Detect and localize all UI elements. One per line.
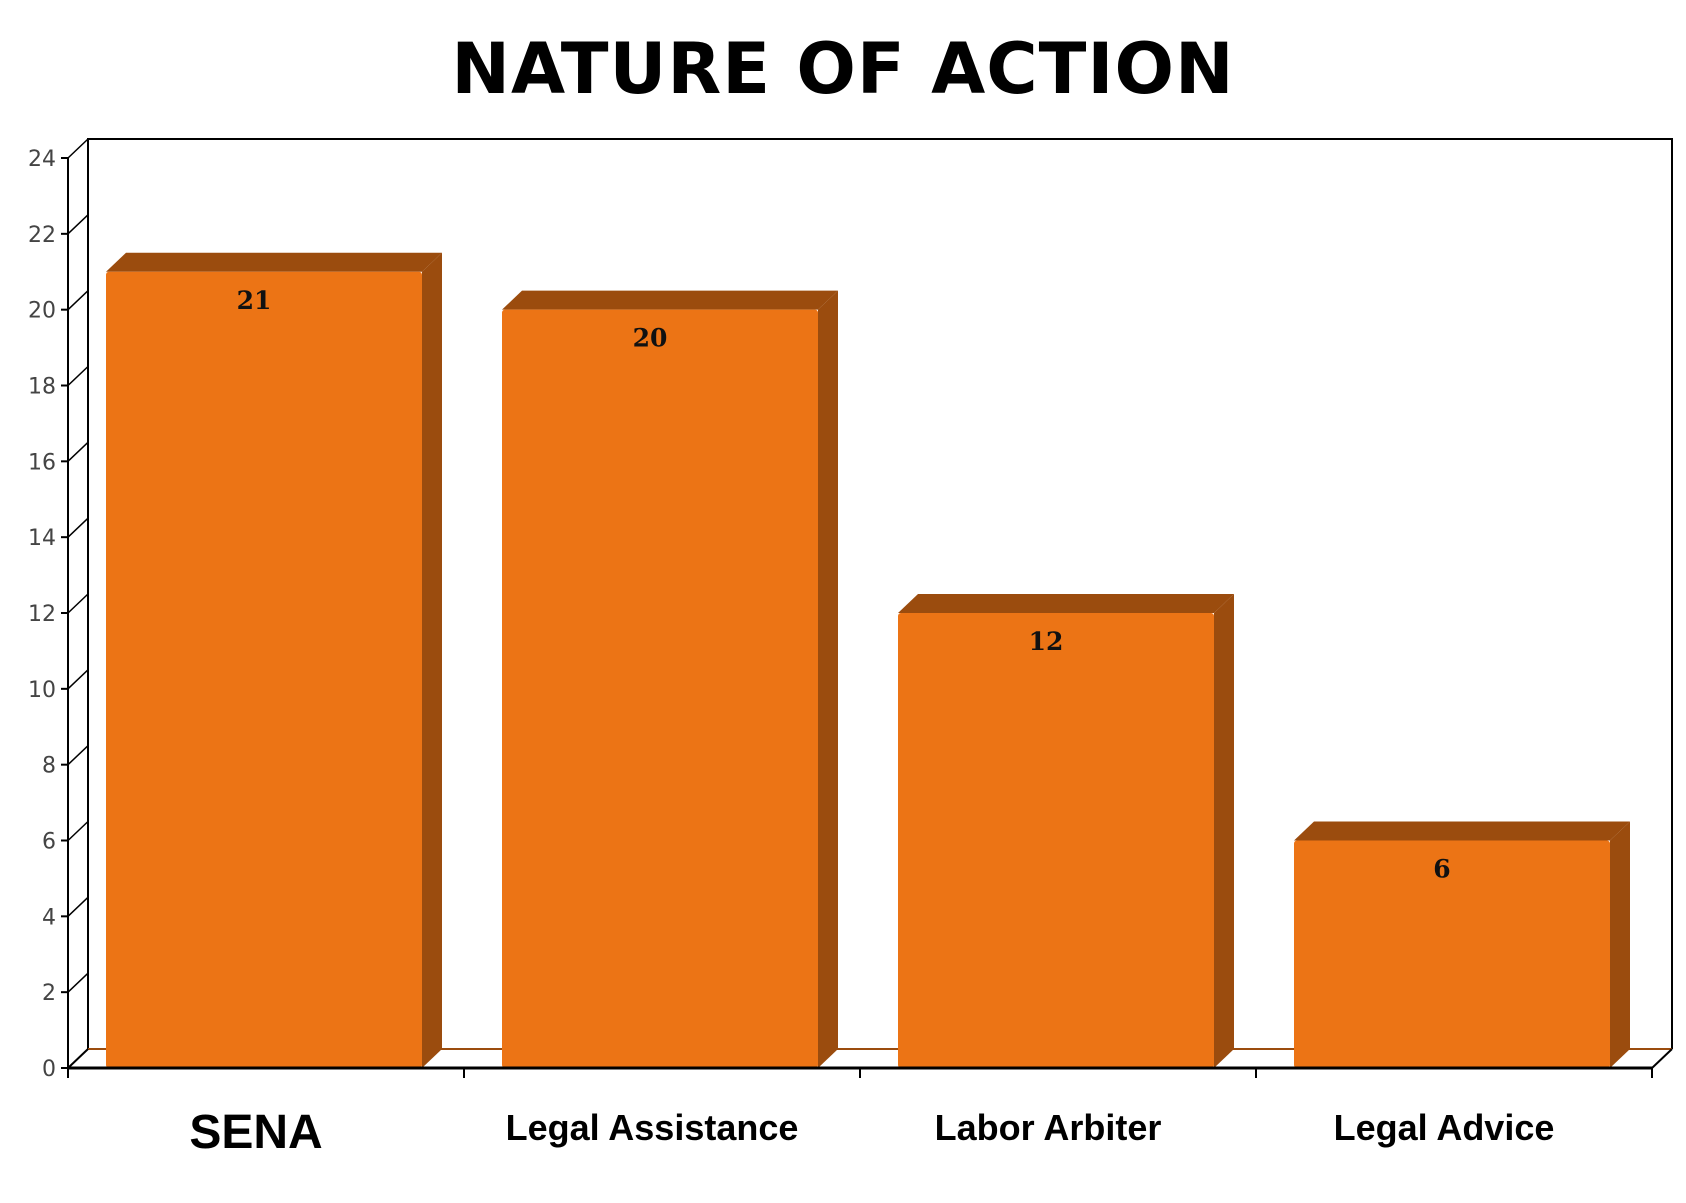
y-tick-label: 20 <box>28 299 56 324</box>
y-tick-label: 10 <box>28 678 56 703</box>
bar <box>106 271 422 1068</box>
y-tick-depth <box>67 1048 89 1069</box>
y-tick-depth <box>67 365 89 387</box>
y-tick-label: 24 <box>28 147 56 172</box>
bar-top <box>502 290 838 310</box>
bar-side <box>818 290 838 1069</box>
data-label: 21 <box>237 286 272 315</box>
y-tick-label: 16 <box>28 450 56 475</box>
y-tick-depth <box>67 290 89 311</box>
bar <box>502 309 818 1069</box>
y-tick-label: 6 <box>42 830 56 855</box>
y-tick-label: 12 <box>28 602 56 627</box>
bar-top <box>1294 821 1630 841</box>
data-label: 20 <box>633 324 668 353</box>
y-tick-depth <box>67 896 89 917</box>
bar <box>898 613 1214 1068</box>
bar-top <box>898 594 1234 613</box>
data-label: 6 <box>1433 855 1450 884</box>
y-tick-label: 22 <box>28 223 56 248</box>
y-tick-depth <box>67 820 89 842</box>
bar-side <box>1610 821 1630 1068</box>
x-tick-label: SENA <box>189 1106 322 1159</box>
bar <box>1294 840 1610 1068</box>
y-tick-depth <box>67 138 89 159</box>
chart-title: NATURE OF ACTION <box>451 28 1235 110</box>
y-tick-label: 8 <box>42 754 56 779</box>
y-tick-depth <box>67 214 89 235</box>
y-tick-label: 4 <box>42 905 56 930</box>
y-tick-depth <box>67 745 89 766</box>
y-tick-label: 2 <box>42 981 56 1006</box>
y-tick-label: 14 <box>28 526 56 551</box>
y-tick-depth <box>67 517 89 538</box>
data-label: 12 <box>1029 627 1064 656</box>
x-tick-label: Labor Arbiter <box>935 1107 1162 1148</box>
x-tick-label: Legal Assistance <box>506 1107 799 1148</box>
y-tick-label: 18 <box>28 375 56 400</box>
y-tick-depth <box>67 669 89 690</box>
floor-right-edge <box>1651 1048 1673 1069</box>
y-tick-depth <box>67 593 89 614</box>
bar-top <box>106 252 442 272</box>
y-tick-depth <box>67 441 89 462</box>
y-tick-label: 0 <box>42 1057 56 1082</box>
bar-side <box>422 252 442 1068</box>
y-tick-depth <box>67 972 89 993</box>
x-tick-label: Legal Advice <box>1334 1107 1555 1148</box>
bar-side <box>1214 594 1234 1068</box>
